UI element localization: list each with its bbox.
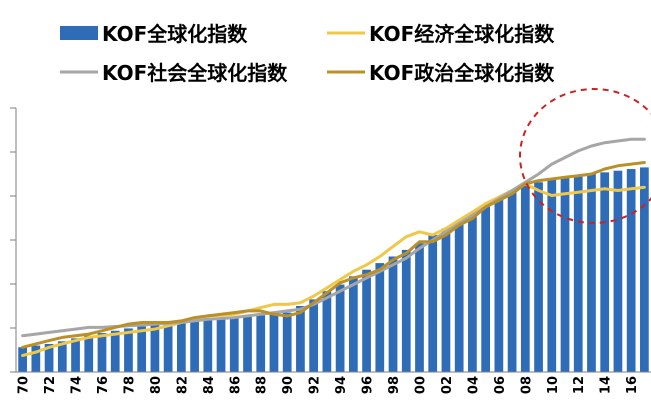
bar bbox=[31, 345, 41, 372]
bar bbox=[560, 177, 570, 372]
bar bbox=[573, 175, 583, 372]
economic-globalization-line bbox=[21, 182, 646, 357]
bar bbox=[18, 347, 27, 372]
bar bbox=[348, 276, 358, 372]
x-tick-label: 86 bbox=[228, 376, 243, 394]
bar bbox=[441, 228, 451, 372]
bar bbox=[388, 256, 398, 372]
x-tick-label: 04 bbox=[466, 376, 481, 394]
bar bbox=[600, 172, 610, 372]
bar bbox=[97, 333, 107, 372]
bar bbox=[415, 243, 424, 372]
bar bbox=[428, 235, 438, 372]
x-tick-label: 76 bbox=[96, 376, 111, 394]
bar bbox=[375, 263, 385, 372]
bar bbox=[335, 284, 345, 372]
bar bbox=[468, 213, 477, 372]
bar bbox=[150, 324, 160, 372]
legend-label: KOF社会全球化指数 bbox=[102, 61, 288, 85]
bar-series bbox=[18, 167, 649, 372]
bar bbox=[216, 319, 226, 372]
x-tick-label: 72 bbox=[43, 376, 58, 394]
bar bbox=[309, 299, 319, 372]
highlight-circle bbox=[519, 88, 651, 224]
bar bbox=[520, 185, 530, 372]
x-tick-label: 82 bbox=[175, 376, 190, 394]
annotations bbox=[519, 88, 651, 224]
bar bbox=[322, 291, 332, 372]
x-tick-label: 14 bbox=[599, 376, 614, 394]
legend: KOF全球化指数 KOF经济全球化指数 KOF社会全球化指数 KOF政治全球化指数 bbox=[60, 22, 555, 85]
x-tick-label: 06 bbox=[493, 376, 508, 394]
x-tick-label: 98 bbox=[387, 376, 402, 394]
legend-label: KOF全球化指数 bbox=[102, 22, 248, 46]
bar bbox=[534, 182, 543, 372]
bar bbox=[507, 190, 517, 372]
bar bbox=[124, 328, 133, 372]
x-tick-label: 12 bbox=[572, 376, 587, 394]
x-tick-label: 78 bbox=[122, 376, 137, 394]
bar bbox=[362, 269, 371, 372]
x-tick-label: 10 bbox=[546, 376, 561, 394]
x-tick-label: 74 bbox=[70, 376, 85, 394]
x-tick-label: 84 bbox=[202, 376, 217, 394]
legend-label: KOF经济全球化指数 bbox=[369, 22, 555, 46]
bar bbox=[401, 249, 411, 372]
x-tick-label: 16 bbox=[625, 376, 640, 394]
bar bbox=[176, 322, 186, 372]
bar bbox=[587, 174, 596, 372]
bar bbox=[110, 330, 120, 372]
bar bbox=[640, 167, 649, 372]
x-tick-label: 92 bbox=[308, 376, 323, 394]
axes: 70 72 74 76 78 80 82 84 86 88 90 92 94 96 98 00 02 04 06 08… bbox=[10, 107, 651, 394]
bar bbox=[494, 198, 504, 372]
x-tick-label: 02 bbox=[440, 376, 455, 394]
bar bbox=[203, 320, 213, 372]
bar bbox=[57, 341, 67, 372]
bar bbox=[269, 313, 279, 372]
bar bbox=[190, 321, 199, 372]
x-tick-label: 96 bbox=[361, 376, 376, 394]
x-tick-label: 08 bbox=[519, 376, 534, 394]
x-tick-label: 80 bbox=[149, 376, 164, 394]
bar bbox=[296, 306, 305, 372]
x-tick-label: 00 bbox=[413, 376, 428, 394]
x-tick-label: 88 bbox=[255, 376, 270, 394]
bar bbox=[547, 178, 557, 372]
bar bbox=[44, 343, 54, 372]
bar bbox=[163, 323, 173, 372]
bar bbox=[626, 169, 636, 372]
bar bbox=[84, 335, 94, 372]
bar bbox=[454, 221, 464, 372]
bar bbox=[282, 312, 292, 372]
legend-swatch-bar bbox=[60, 26, 98, 40]
x-tick-label: 90 bbox=[281, 376, 296, 394]
bar bbox=[71, 338, 80, 372]
legend-label: KOF政治全球化指数 bbox=[369, 61, 555, 85]
bar bbox=[256, 315, 266, 372]
bar bbox=[137, 326, 147, 372]
x-tick-label: 94 bbox=[334, 376, 349, 394]
bar bbox=[481, 205, 491, 372]
line-series bbox=[21, 137, 646, 357]
bar bbox=[243, 316, 252, 372]
x-tick-label: 70 bbox=[17, 376, 32, 394]
political-globalization-line bbox=[21, 161, 646, 349]
bar bbox=[613, 170, 623, 372]
bar bbox=[229, 317, 239, 372]
